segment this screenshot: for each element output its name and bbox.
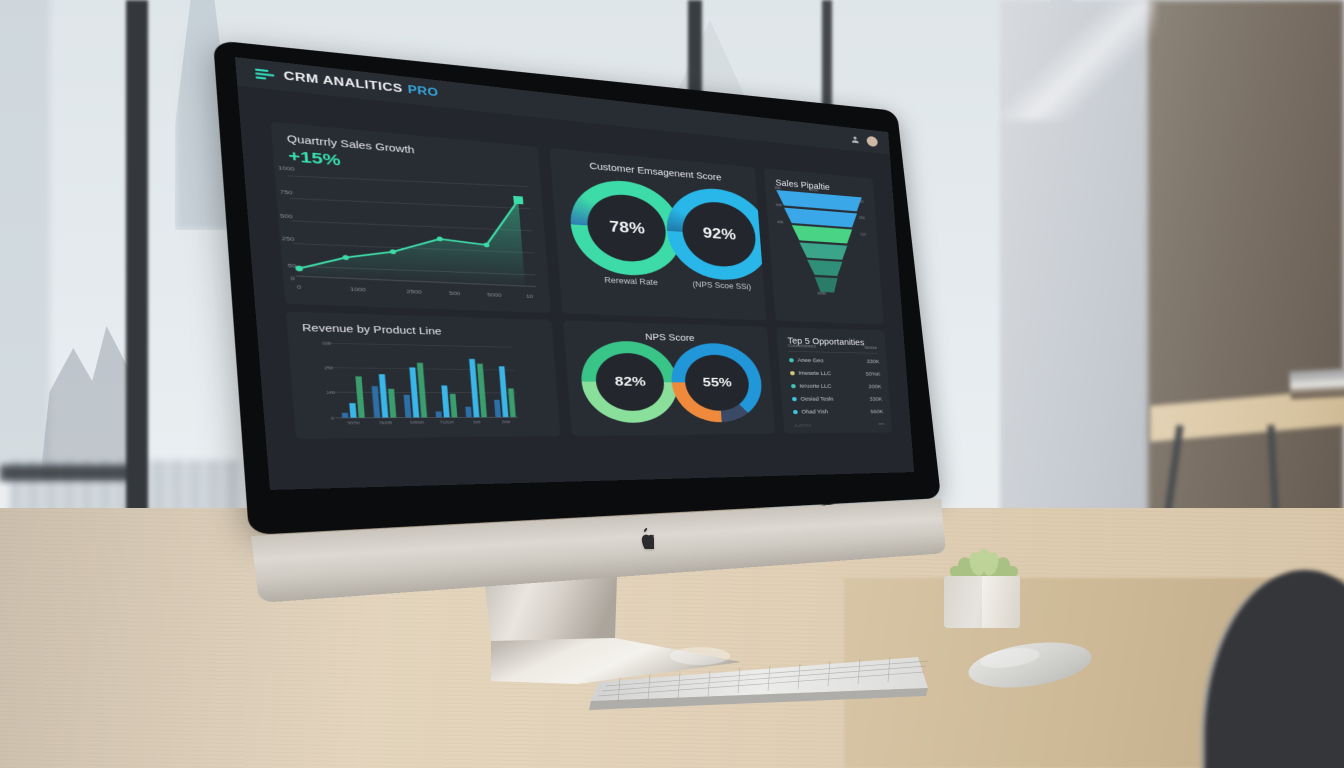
- svg-text:140: 140: [326, 391, 335, 396]
- svg-text:50/50: 50/50: [347, 421, 360, 426]
- svg-text:500: 500: [322, 341, 331, 346]
- svg-text:350K: 350K: [857, 200, 866, 205]
- svg-text:100K: 100K: [817, 292, 827, 296]
- svg-text:0: 0: [297, 283, 302, 290]
- svg-text:500: 500: [449, 290, 461, 297]
- svg-text:10: 10: [526, 293, 534, 300]
- svg-text:71/520: 71/520: [440, 421, 454, 426]
- svg-text:500: 500: [280, 212, 293, 220]
- svg-text:1000: 1000: [278, 164, 295, 172]
- svg-text:1000: 1000: [350, 285, 366, 293]
- svg-text:50: 50: [287, 262, 296, 269]
- svg-text:405K: 405K: [809, 188, 819, 193]
- svg-text:750: 750: [280, 188, 293, 196]
- svg-text:0: 0: [290, 275, 295, 282]
- svg-text:500K: 500K: [774, 186, 781, 191]
- svg-text:250: 250: [324, 366, 333, 371]
- svg-text:5/00: 5/00: [502, 420, 511, 424]
- svg-text:5000: 5000: [487, 291, 502, 298]
- svg-text:5050/0: 5050/0: [410, 421, 425, 426]
- svg-text:250K: 250K: [859, 216, 868, 221]
- svg-text:250K: 250K: [774, 220, 784, 225]
- svg-text:2500: 2500: [406, 288, 422, 295]
- svg-text:2k339: 2k339: [379, 421, 392, 426]
- svg-text:250: 250: [282, 235, 295, 243]
- svg-text:120K: 120K: [860, 233, 869, 237]
- svg-text:500: 500: [473, 420, 481, 424]
- svg-text:0: 0: [331, 416, 334, 421]
- svg-text:350K: 350K: [774, 203, 782, 208]
